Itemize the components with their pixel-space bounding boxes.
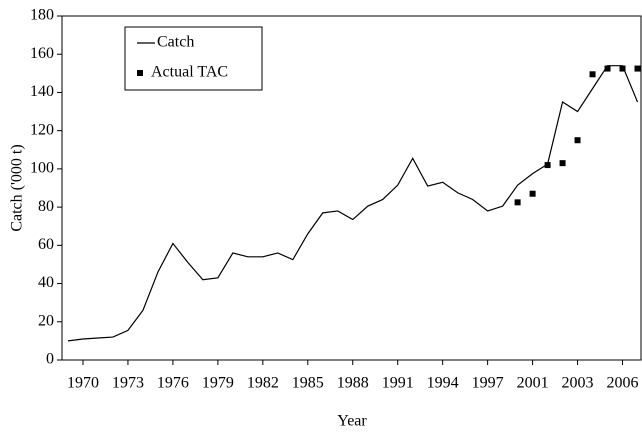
tac-point [619, 65, 626, 72]
tac-point [514, 199, 521, 206]
x-tick-label: 1994 [427, 375, 459, 392]
tac-point [559, 160, 566, 167]
y-tick-label: 40 [38, 274, 54, 291]
y-tick-label: 120 [30, 121, 54, 138]
x-tick-label: 2006 [607, 375, 639, 392]
catch-line [67, 65, 639, 342]
y-tick-label: 0 [46, 351, 54, 368]
tac-point [589, 71, 596, 78]
x-tick-label: 1979 [202, 375, 234, 392]
x-tick-label: 1991 [382, 375, 414, 392]
legend-label: Actual TAC [151, 64, 228, 81]
tac-point [529, 190, 536, 197]
y-tick-label: 100 [30, 160, 54, 177]
x-tick-label: 2001 [517, 375, 549, 392]
x-tick-label: 1973 [112, 375, 144, 392]
legend-label: Catch [157, 34, 194, 51]
tac-point [604, 65, 611, 72]
tac-point [574, 137, 581, 144]
tac-point [634, 65, 641, 72]
y-tick-label: 60 [38, 236, 54, 253]
x-tick-label: 2003 [562, 375, 594, 392]
x-tick-label: 1982 [247, 375, 279, 392]
x-tick-label: 1970 [67, 375, 99, 392]
y-tick-label: 20 [38, 312, 54, 329]
x-axis-label: Year [337, 413, 367, 430]
x-tick-label: 1985 [292, 375, 324, 392]
plot-frame [61, 15, 642, 361]
y-axis-label: Catch ('000 t) [9, 144, 26, 231]
y-tick-label: 180 [30, 7, 54, 24]
legend-swatch [137, 70, 143, 76]
legend-box [124, 26, 263, 91]
y-tick-label: 140 [30, 83, 54, 100]
x-tick-label: 1976 [157, 375, 189, 392]
x-tick-label: 1997 [472, 375, 504, 392]
y-tick-label: 80 [38, 198, 54, 215]
y-tick-label: 160 [30, 45, 54, 62]
x-tick-label: 1988 [337, 375, 369, 392]
tac-point [544, 162, 551, 169]
